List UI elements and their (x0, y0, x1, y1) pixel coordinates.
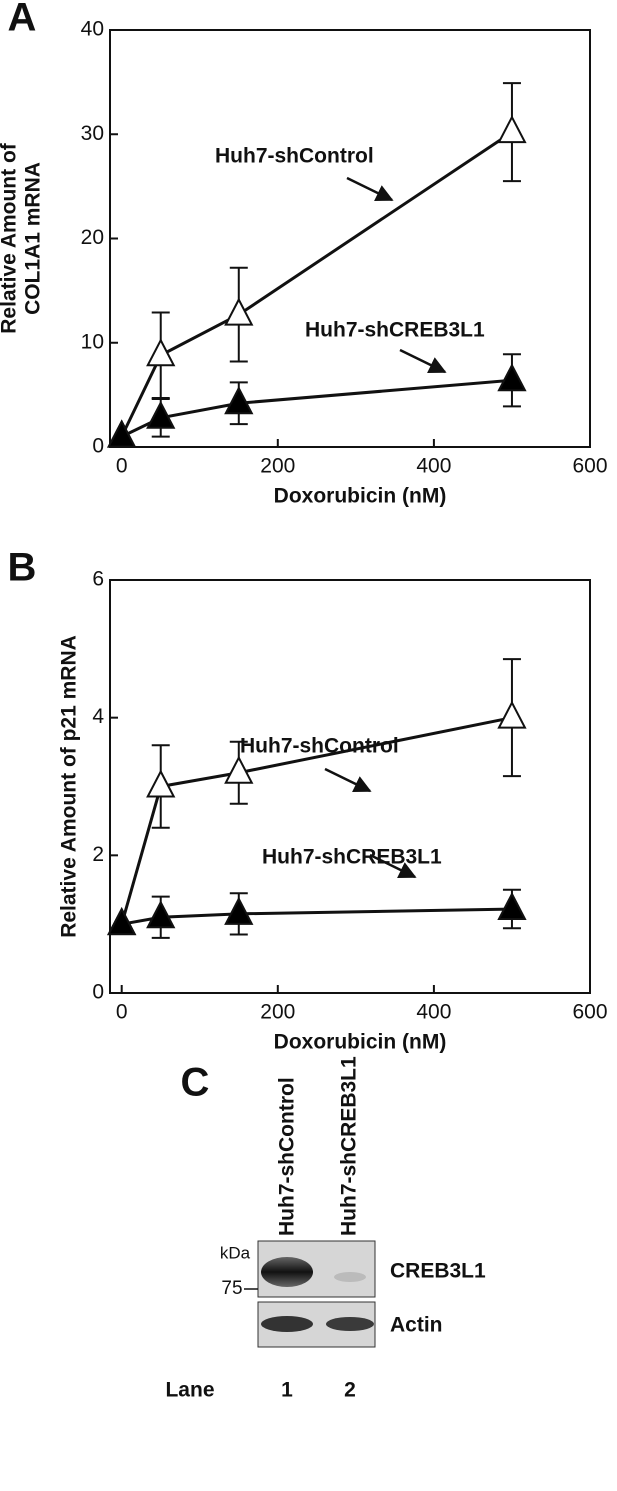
legend-label: Huh7-shCREB3L1 (305, 319, 485, 342)
y-tick-label: 0 (92, 981, 104, 1004)
legend-label: Huh7-shControl (215, 145, 374, 168)
marker (146, 769, 176, 798)
band-label: CREB3L1 (390, 1260, 486, 1283)
series-line (120, 130, 513, 438)
marker (497, 700, 527, 729)
y-tick-label: 0 (92, 435, 104, 458)
annotation-arrow (399, 348, 447, 374)
series-line (121, 378, 513, 438)
marker (224, 297, 254, 326)
band (261, 1257, 313, 1287)
y-tick-label: 10 (81, 330, 104, 353)
plot-frame (109, 579, 591, 994)
panel-letter: B (8, 546, 37, 590)
marker (224, 896, 254, 925)
x-axis-label: Doxorubicin (nM) (274, 1031, 447, 1054)
marker (107, 906, 137, 936)
y-axis-label: COL1A1 mRNA (22, 162, 45, 315)
panel-letter: A (8, 0, 37, 40)
size-marker: 75 (221, 1278, 242, 1299)
marker (224, 386, 254, 415)
x-tick-label: 600 (572, 1001, 607, 1024)
lane-title: Huh7-shCREB3L1 (338, 1056, 361, 1236)
marker (224, 755, 254, 784)
y-tick-label: 20 (81, 226, 104, 249)
series-line (120, 716, 513, 925)
marker (107, 419, 137, 448)
x-tick-label: 0 (116, 455, 128, 478)
x-tick-label: 0 (116, 1001, 128, 1024)
y-axis-label: Relative Amount of (0, 142, 21, 334)
y-tick-label: 30 (81, 122, 104, 145)
panel-letter: C (181, 1061, 210, 1105)
series-line (121, 907, 512, 926)
annotation-arrow (324, 767, 372, 793)
x-tick-label: 200 (260, 1001, 295, 1024)
x-tick-label: 400 (416, 1001, 451, 1024)
band (326, 1317, 374, 1331)
x-tick-label: 200 (260, 455, 295, 478)
marker (497, 114, 527, 144)
y-tick-label: 40 (81, 18, 104, 41)
x-tick-label: 600 (572, 455, 607, 478)
y-tick-label: 2 (92, 843, 104, 866)
annotation-arrow (369, 853, 417, 879)
marker (146, 400, 176, 429)
unit-label: kDa (220, 1243, 251, 1262)
marker (146, 338, 176, 367)
y-axis-label: Relative Amount of p21 mRNA (58, 635, 81, 938)
marker (146, 900, 176, 929)
lane-number: 1 (281, 1379, 293, 1402)
x-axis-label: Doxorubicin (nM) (274, 485, 447, 508)
y-tick-label: 6 (92, 568, 104, 591)
y-tick-label: 4 (92, 705, 104, 728)
band-label: Actin (390, 1314, 443, 1337)
lane-number: 2 (344, 1379, 356, 1402)
marker (497, 891, 527, 921)
band (261, 1316, 313, 1332)
band (334, 1272, 366, 1282)
x-tick-label: 400 (416, 455, 451, 478)
legend-label: Huh7-shCREB3L1 (262, 846, 442, 869)
lane-label: Lane (165, 1379, 214, 1402)
lane-title: Huh7-shControl (276, 1077, 299, 1236)
annotation-arrow (346, 176, 394, 202)
legend-label: Huh7-shControl (240, 735, 399, 758)
marker (497, 363, 527, 392)
